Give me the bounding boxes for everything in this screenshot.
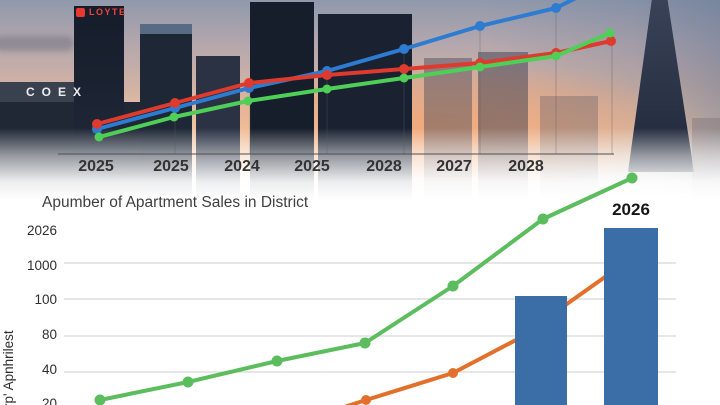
bottom-chart-title: Apumber of Apartment Sales in District: [42, 194, 309, 211]
top-x-label-5: 2028: [366, 158, 402, 175]
top-x-label-6: 2027: [436, 158, 472, 175]
top-x-label-7: 2028: [508, 158, 544, 175]
top-x-label-4: 2025: [294, 158, 330, 175]
y-tick-4: 80: [41, 327, 57, 342]
lotte-logo-icon: [76, 7, 85, 17]
coex-sign: COEX: [26, 85, 89, 99]
y-tick-3: 100: [34, 292, 57, 307]
y-tick-1: 2026: [26, 223, 57, 238]
y-tick-2: 1000: [26, 258, 57, 273]
top-x-label-2: 2025: [153, 158, 189, 175]
y-tick-5: 40: [41, 362, 57, 377]
skyline-photo: COEX LOYTE: [0, 0, 720, 200]
y-axis-title: ularp' Apnhrilest: [1, 330, 16, 405]
cloud: [0, 36, 74, 51]
y-tick-6: 20: [41, 396, 57, 405]
lotte-sign-text: LOYTE: [89, 7, 127, 17]
top-x-label-1: 2025: [78, 158, 114, 175]
top-x-label-3: 2024: [224, 158, 260, 175]
bar-annotation: 2026: [612, 200, 650, 219]
photo-fade: [0, 128, 720, 200]
lotte-sign: LOYTE: [76, 7, 127, 17]
